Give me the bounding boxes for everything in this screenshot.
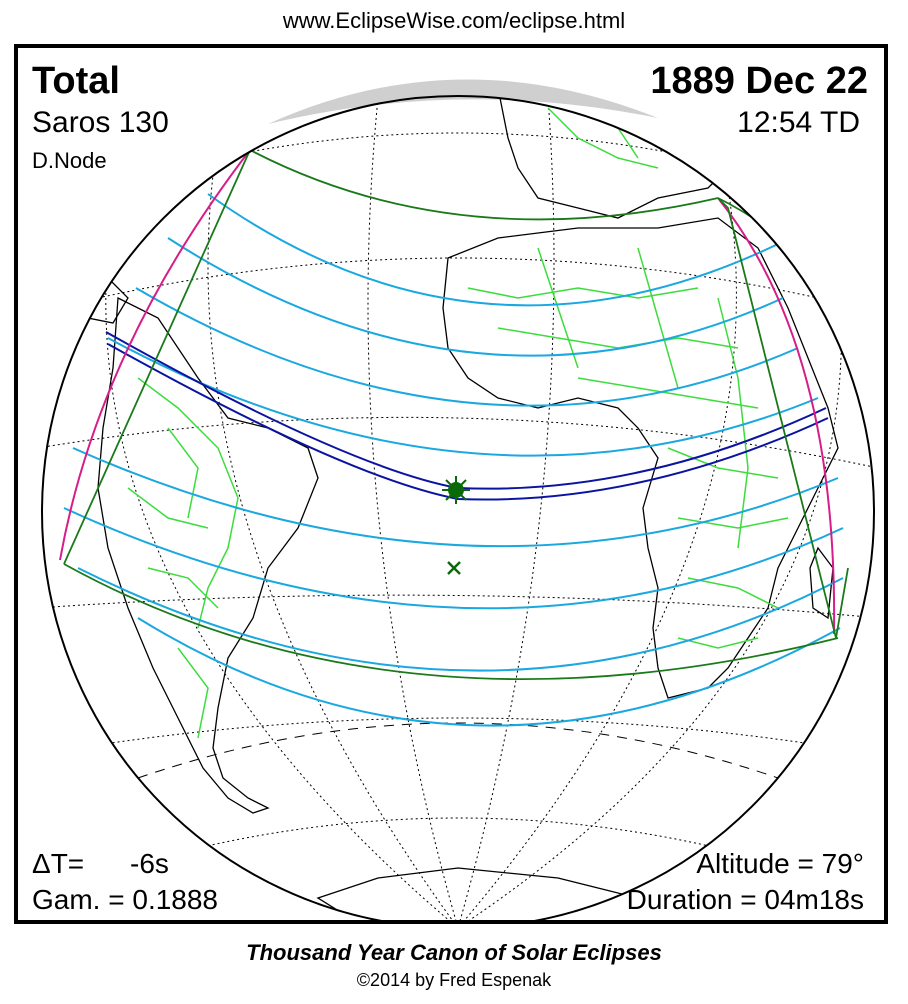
- source-url: www.EclipseWise.com/eclipse.html: [282, 8, 626, 33]
- canon-title: Thousand Year Canon of Solar Eclipses: [246, 940, 662, 965]
- madagascar: [809, 546, 834, 620]
- saros-number: Saros 130: [32, 106, 169, 139]
- node-label: D.Node: [32, 148, 107, 173]
- map-frame: Total Saros 130 D.Node 1889 Dec 22 12:54…: [14, 44, 888, 924]
- penumbral-limits: [63, 149, 869, 681]
- polar-shade: [268, 79, 658, 124]
- eclipse-time: 12:54 TD: [737, 106, 860, 139]
- altitude-value: Altitude = 79°: [696, 848, 864, 879]
- antarctica: [316, 867, 641, 920]
- globe-outline: [41, 95, 875, 920]
- graticule: [42, 97, 874, 920]
- national-borders: [127, 97, 789, 739]
- south-america: [97, 296, 319, 814]
- delta-t-label: ΔT=: [32, 848, 85, 879]
- obscuration-curves: [63, 193, 844, 727]
- globe-contents: [42, 96, 874, 920]
- central-path: [105, 331, 829, 501]
- europe: [497, 96, 739, 219]
- gamma-value: Gam. = 0.1888: [32, 884, 219, 915]
- africa: [442, 217, 839, 699]
- subsolar-cross: [447, 561, 461, 575]
- globe-map: [41, 79, 875, 920]
- eclipse-date: 1889 Dec 22: [650, 60, 868, 102]
- duration-value: Duration = 04m18s: [626, 884, 864, 915]
- eclipse-type: Total: [32, 60, 120, 102]
- delta-t-value: -6s: [130, 848, 169, 879]
- antarctic-circle: [137, 722, 779, 779]
- central-america: [77, 277, 129, 324]
- greatest-eclipse-star: [442, 476, 470, 504]
- rise-set-curves: [59, 149, 836, 635]
- copyright: ©2014 by Fred Espenak: [356, 970, 552, 990]
